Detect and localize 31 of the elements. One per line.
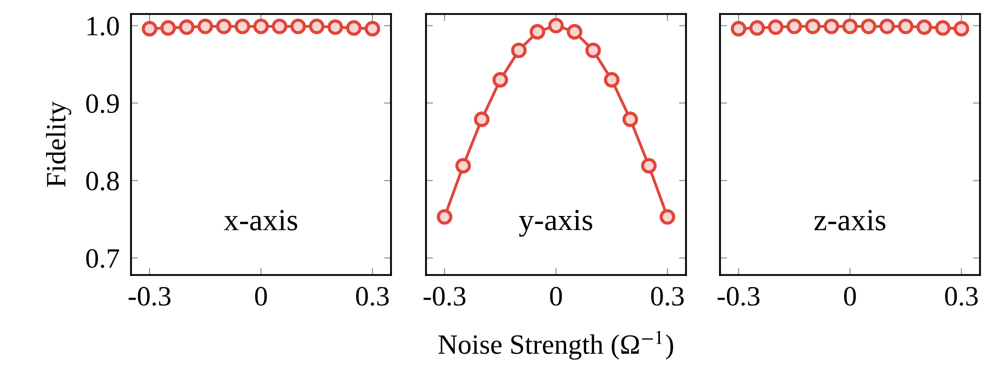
x-tick-label: 0 [255,286,267,306]
x-axis-title: Noise Strength (Ω$^{−1}$) [438,330,674,360]
point [455,158,471,174]
x-tick-label: -0.3 [718,286,760,306]
point [622,112,638,128]
y-tick-label: 1.0 [88,16,119,36]
point [474,112,490,128]
annotation: z-axis [814,210,886,230]
x-tick-label: 0 [844,286,856,306]
point [548,18,564,34]
annotation: y-axis [519,210,592,237]
point [566,24,582,40]
point [641,158,657,174]
y-axis-title: Fidelity [46,101,72,187]
point [660,209,676,225]
x-tick-label: -0.3 [128,286,170,306]
x-tick-label: 0.3 [356,286,389,306]
annotation: x-axis [224,210,298,230]
point [585,42,601,58]
y-tick-label: 0.7 [86,249,120,268]
x-tick-label: 0.3 [651,286,684,306]
point [604,72,620,88]
x-tick-label: -0.3 [424,286,466,306]
point [511,42,527,58]
x-tick-label: 0 [550,286,562,306]
point [530,24,546,40]
y-tick-label: 0.9 [86,94,119,114]
point [492,72,508,88]
x-tick-label: 0.3 [945,286,978,306]
point [436,209,452,225]
y-tick-label: 0.8 [86,172,119,191]
